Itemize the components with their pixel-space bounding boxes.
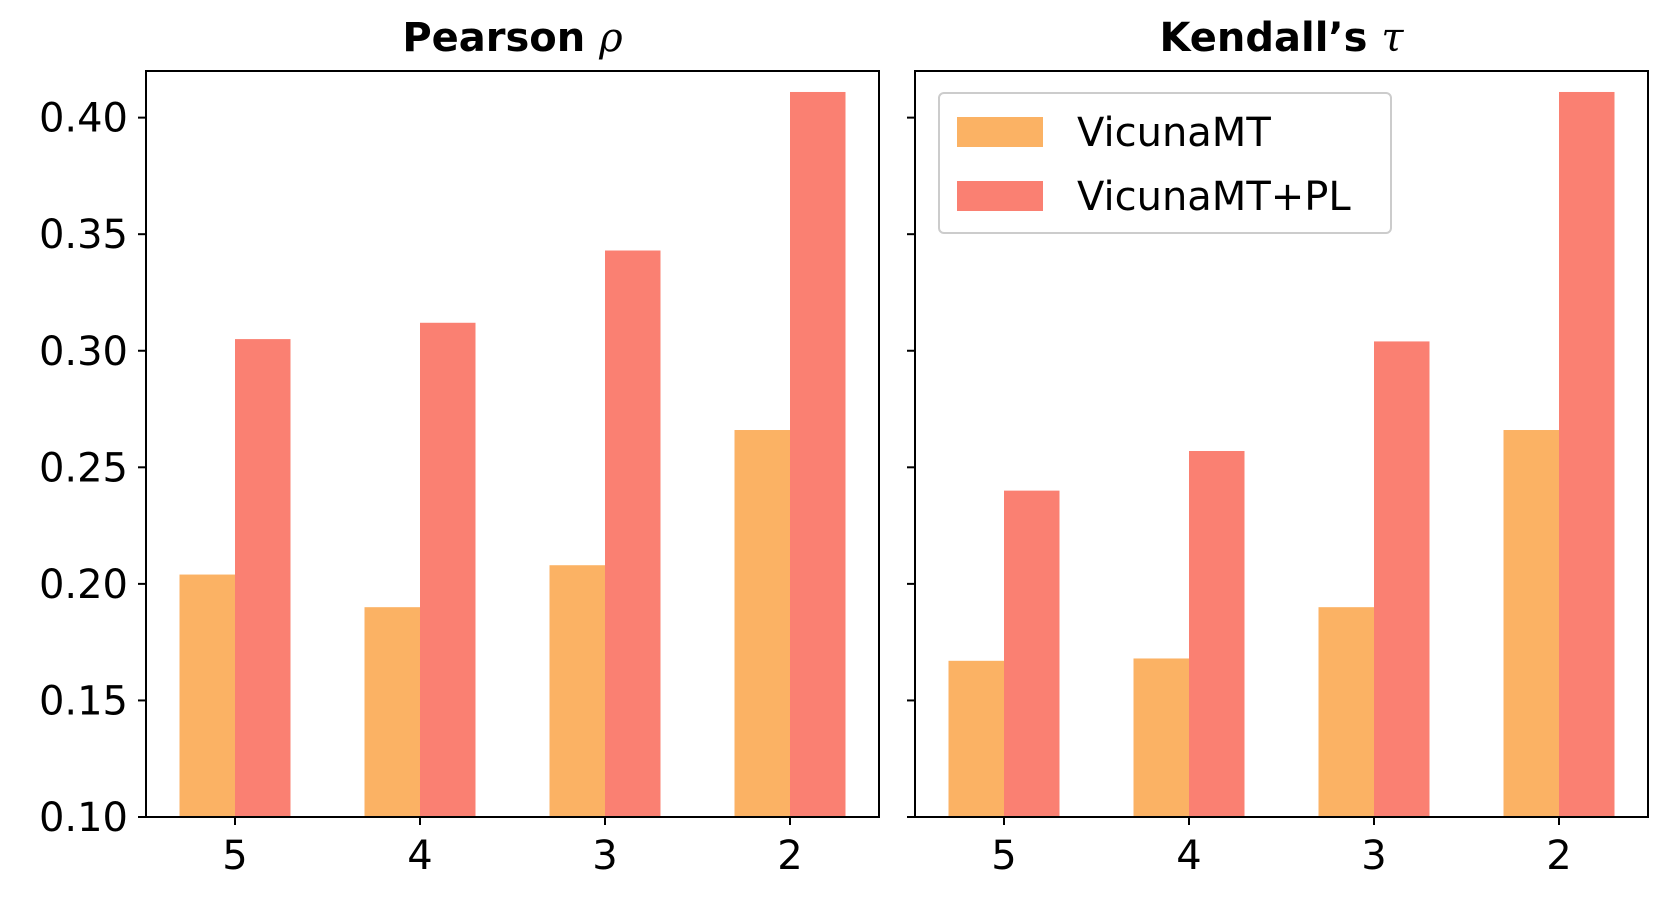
bar-vicunamt-cat-4	[364, 607, 420, 817]
bar-vicunamt-pl-cat-2	[790, 91, 846, 817]
bar-vicunamt-pl-cat-4	[1189, 450, 1245, 817]
x-tick-label: 2	[1546, 833, 1571, 879]
y-tick-label: 0.20	[39, 562, 128, 608]
chart-title-text: Kendall’s	[1159, 15, 1381, 61]
chart-title-symbol: τ	[1381, 15, 1404, 61]
x-tick-label: 4	[1176, 833, 1201, 879]
chart-title: Pearson ρ	[402, 15, 623, 61]
y-tick-label: 0.40	[39, 96, 128, 142]
bar-vicunamt-pl-cat-5	[1004, 490, 1060, 817]
x-tick-label: 4	[407, 833, 432, 879]
y-tick-label: 0.15	[39, 678, 128, 724]
bar-vicunamt-pl-cat-5	[235, 339, 291, 817]
chart-title-symbol: ρ	[598, 15, 623, 61]
bar-vicunamt-cat-4	[1133, 658, 1189, 817]
legend-swatch	[957, 117, 1043, 147]
bar-vicunamt-cat-3	[1318, 607, 1374, 817]
plot-frame	[145, 70, 880, 818]
x-tick-label: 3	[1361, 833, 1386, 879]
bar-vicunamt-pl-cat-4	[420, 322, 476, 817]
bar-vicunamt-cat-5	[179, 574, 235, 817]
bar-vicunamt-cat-2	[734, 430, 790, 817]
x-tick-label: 2	[777, 833, 802, 879]
chart-panel-1: 5 4 3 2 0.10 0.15 0.20 0.25 0.30 0.35 0.40 Pearson …	[39, 15, 880, 879]
chart-title-text: Pearson	[402, 15, 599, 61]
y-tick-label: 0.10	[39, 795, 128, 841]
legend-label: VicunaMT	[1077, 110, 1271, 156]
bar-vicunamt-pl-cat-3	[1374, 341, 1430, 817]
chart-panel-2: 5 4 3 2 Kendall’s τ VicunaMT VicunaMT+PL	[907, 15, 1649, 879]
x-tick-label: 5	[222, 833, 247, 879]
y-tick-label: 0.30	[39, 329, 128, 375]
bar-vicunamt-pl-cat-3	[605, 250, 661, 818]
y-tick-label: 0.25	[39, 445, 128, 491]
legend-swatch	[957, 181, 1043, 211]
legend-box	[938, 92, 1392, 234]
legend: VicunaMT VicunaMT+PL	[938, 92, 1392, 234]
legend-label: VicunaMT+PL	[1077, 174, 1351, 220]
bar-vicunamt-cat-2	[1503, 430, 1559, 817]
x-tick-label: 3	[592, 833, 617, 879]
bar-vicunamt-cat-3	[549, 565, 605, 817]
chart-title: Kendall’s τ	[1159, 15, 1404, 61]
y-tick-label: 0.35	[39, 212, 128, 258]
bar-vicunamt-pl-cat-2	[1559, 91, 1615, 817]
x-tick-label: 5	[991, 833, 1016, 879]
plot-frame	[914, 70, 1649, 818]
bar-vicunamt-cat-5	[948, 660, 1004, 817]
